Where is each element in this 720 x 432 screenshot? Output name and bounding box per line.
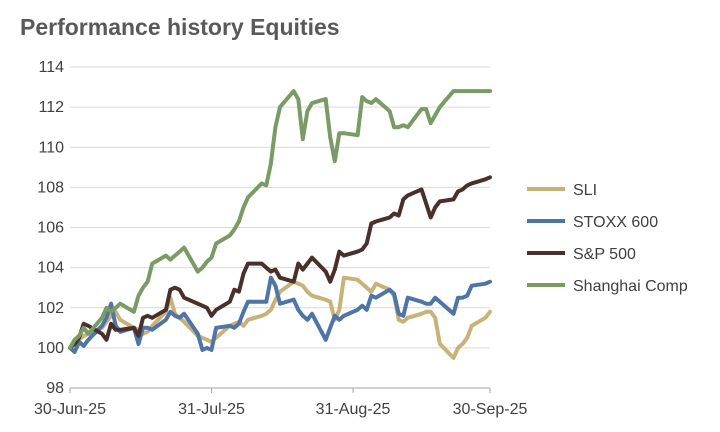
x-tick-label: 31-Aug-25 (316, 401, 391, 418)
y-tick-label: 106 (37, 220, 64, 237)
legend-label-stoxx-600: STOXX 600 (573, 214, 658, 231)
series-line-stoxx-600 (68, 275, 492, 354)
legend-label-shanghai-comp: Shanghai Comp (573, 278, 688, 295)
x-tick-label: 30-Sep-25 (453, 401, 528, 418)
y-tick-label: 108 (37, 179, 64, 196)
y-tick-label: 100 (37, 340, 64, 357)
series-line-shanghai-comp (68, 89, 492, 350)
x-tick-label: 30-Jun-25 (34, 401, 106, 418)
y-tick-label: 98 (46, 380, 64, 397)
y-tick-label: 110 (38, 139, 64, 156)
legend: SLI STOXX 600 S&P 500 Shanghai Comp (527, 182, 688, 295)
chart-title: Performance history Equities (20, 14, 340, 40)
y-tick-label: 104 (37, 260, 64, 277)
legend-label-sli: SLI (573, 182, 597, 199)
plot-series (68, 89, 492, 360)
y-tick-label: 102 (37, 300, 64, 317)
y-axis-tick-labels: 98 100 102 104 106 108 110 112 114 (37, 59, 64, 397)
y-tick-label: 114 (38, 59, 64, 76)
x-tick-label: 31-Jul-25 (178, 401, 245, 418)
x-axis: 30-Jun-25 31-Jul-25 31-Aug-25 30-Sep-25 (34, 387, 528, 418)
y-tick-label: 112 (38, 99, 64, 116)
series-line-sli (68, 275, 492, 360)
series-line-s-p-500 (68, 175, 492, 350)
legend-label-s-p-500: S&P 500 (573, 246, 636, 263)
